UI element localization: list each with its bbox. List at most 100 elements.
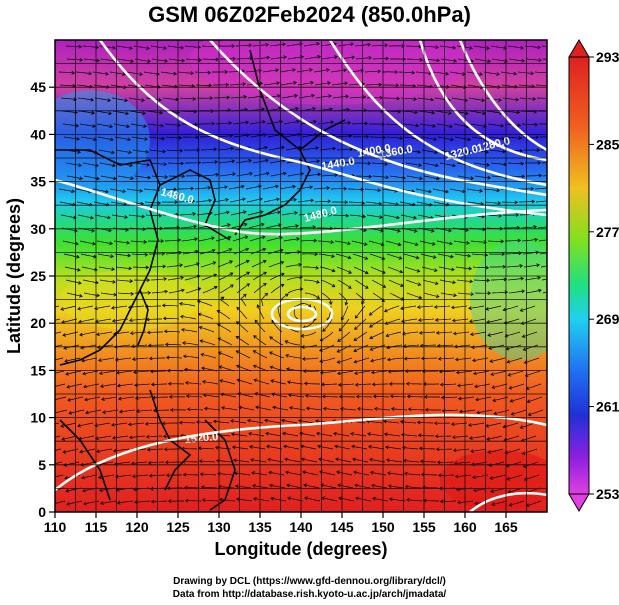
streamline [520, 305, 536, 312]
streamline-arrowhead [398, 256, 403, 260]
streamline [508, 370, 524, 376]
streamline [201, 353, 217, 359]
streamline [161, 84, 178, 88]
streamline [487, 331, 504, 336]
streamline [181, 238, 198, 242]
streamline-arrowhead [46, 334, 49, 337]
streamline-arrowhead [470, 176, 474, 181]
streamline-arrowhead [225, 82, 230, 87]
streamline-arrowhead [303, 381, 308, 386]
streamline-arrowhead [117, 396, 122, 401]
streamline [236, 336, 250, 346]
streamline-arrowhead [453, 58, 458, 63]
streamline [168, 58, 185, 62]
streamline [211, 186, 228, 190]
streamline-arrowhead [253, 497, 257, 501]
streamline-arrowhead [473, 371, 477, 376]
streamline-arrowhead [242, 82, 247, 86]
streamline-arrowhead [369, 457, 373, 462]
x-tick-label: 130 [207, 519, 231, 535]
streamline-arrowhead [435, 447, 440, 452]
streamline-arrowhead [367, 161, 372, 166]
streamline-arrowhead [71, 189, 75, 194]
streamline-arrowhead [348, 270, 352, 274]
streamline-arrowhead [261, 235, 266, 240]
streamline [94, 97, 111, 101]
streamline [232, 236, 248, 242]
streamline [187, 408, 204, 411]
streamline-arrowhead [432, 255, 437, 259]
streamline [404, 266, 420, 272]
streamline-arrowhead [100, 384, 104, 388]
streamline-arrowhead [244, 235, 249, 239]
streamline-arrowhead [418, 163, 422, 167]
streamline-arrowhead [212, 419, 217, 424]
streamline [199, 460, 216, 463]
streamline-arrowhead [164, 289, 169, 294]
streamline [520, 226, 537, 229]
streamline [487, 123, 504, 127]
streamline-arrowhead [548, 187, 551, 190]
streamline [456, 370, 473, 374]
streamline [179, 213, 196, 216]
streamline [403, 344, 420, 347]
streamline-arrowhead [124, 98, 128, 103]
streamline [451, 422, 468, 425]
x-tick-label: 110 [44, 519, 67, 535]
streamline-arrowhead [163, 46, 167, 50]
streamline-arrowhead [521, 334, 526, 338]
streamline-arrowhead [211, 248, 216, 253]
streamline [321, 292, 332, 305]
streamline-arrowhead [296, 237, 300, 241]
streamline-arrowhead [285, 470, 289, 475]
streamline-arrowhead [227, 108, 232, 113]
streamline-arrowhead [242, 293, 247, 298]
streamline [98, 474, 115, 478]
streamline-arrowhead [362, 95, 367, 99]
streamline-arrowhead [397, 229, 401, 233]
streamline [152, 396, 169, 399]
streamline-arrowhead [317, 444, 321, 449]
streamline-arrowhead [554, 148, 557, 151]
streamline-arrowhead [78, 44, 83, 49]
streamline-arrowhead [112, 45, 117, 50]
streamline-arrowhead [130, 461, 135, 466]
streamline [218, 272, 233, 281]
streamline-arrowhead [160, 123, 165, 128]
streamline [370, 344, 386, 351]
streamline-arrowhead [417, 150, 421, 154]
streamline [279, 186, 296, 190]
streamline-arrowhead [401, 445, 406, 450]
streamline-arrowhead [262, 120, 266, 124]
streamline [217, 147, 234, 151]
streamline [131, 253, 148, 256]
streamline [534, 71, 547, 73]
streamline [95, 110, 112, 114]
streamline-arrowhead [235, 497, 240, 502]
streamline-arrowhead [71, 70, 76, 75]
streamline [475, 396, 492, 401]
streamline [505, 331, 521, 337]
streamline-arrowhead [343, 68, 348, 73]
streamline [268, 261, 284, 268]
streamline [98, 266, 115, 270]
streamline [270, 172, 287, 177]
streamline-arrowhead [450, 305, 455, 310]
streamline-arrowhead [553, 263, 556, 266]
streamline-arrowhead [264, 418, 268, 423]
streamline-arrowhead [491, 502, 496, 506]
streamline-arrowhead [107, 215, 111, 220]
streamline-arrowhead [270, 379, 275, 383]
streamline-arrowhead [78, 281, 82, 285]
streamline-arrowhead [479, 72, 483, 76]
streamline [131, 461, 148, 464]
streamline-arrowhead [305, 406, 310, 411]
streamline [216, 248, 232, 255]
streamline-arrowhead [62, 450, 67, 454]
streamline [100, 383, 117, 387]
streamline [98, 357, 115, 361]
streamline-arrowhead [370, 470, 374, 475]
streamline [119, 409, 136, 413]
streamline-arrowhead [455, 370, 460, 375]
streamline [285, 146, 302, 151]
